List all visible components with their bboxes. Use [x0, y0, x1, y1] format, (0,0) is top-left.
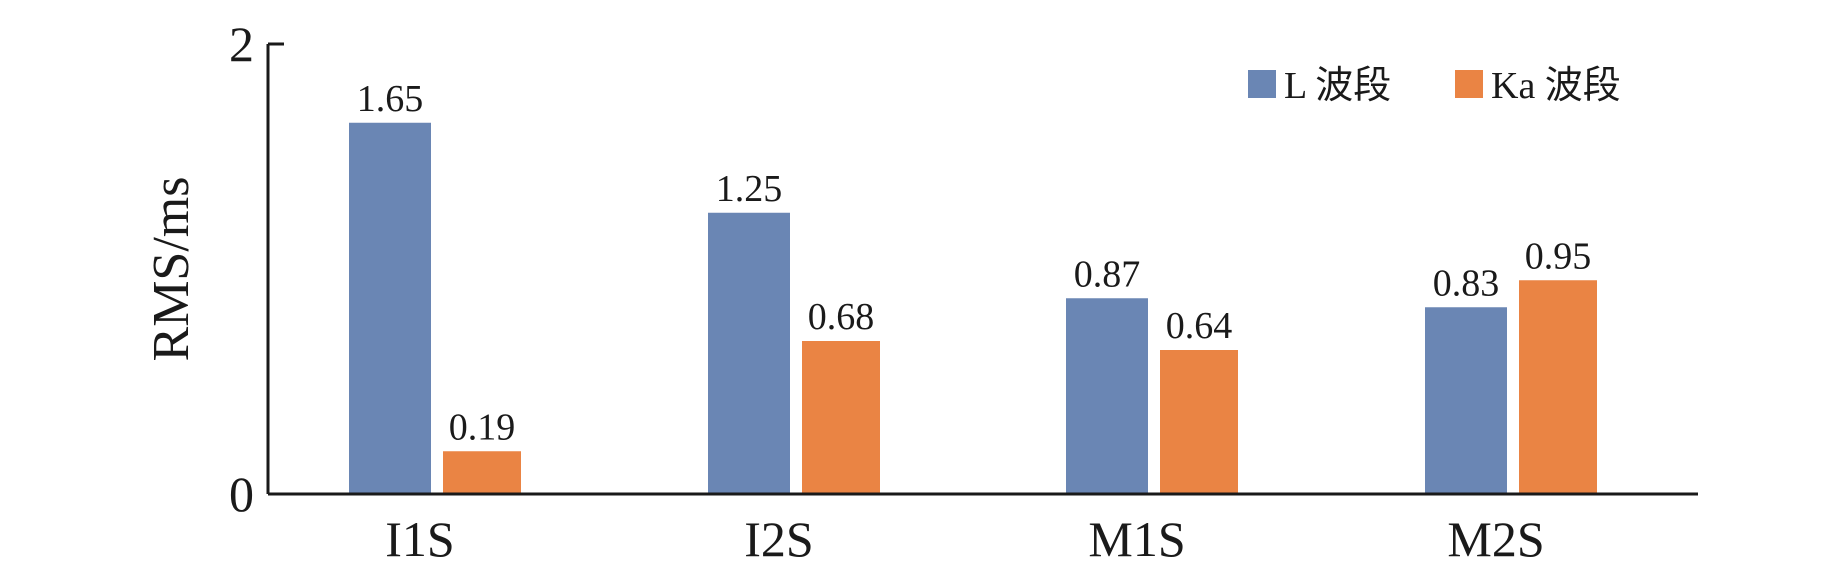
y-tick-label-2: 2 — [229, 16, 254, 72]
data-label-m1s-series-2: 0.64 — [1166, 305, 1233, 347]
legend: L 波段 Ka 波段 — [1248, 65, 1621, 107]
data-label-m1s-series-1: 0.87 — [1074, 253, 1141, 295]
data-label-i2s-series-2: 0.68 — [808, 296, 875, 338]
data-label-m2s-series-2: 0.95 — [1525, 235, 1592, 277]
data-label-i1s-series-1: 1.65 — [357, 78, 424, 120]
legend-swatch-series-1 — [1248, 70, 1276, 98]
bar-i2s-series-1 — [708, 212, 790, 494]
x-ticks-layer: I1S I2S M1S M2S — [385, 511, 1544, 567]
legend-label-series-2: Ka 波段 — [1491, 65, 1621, 107]
bars-layer — [349, 122, 1597, 494]
x-tick-label-i1s: I1S — [385, 511, 454, 567]
legend-swatch-series-2 — [1455, 70, 1483, 98]
bar-m2s-series-2 — [1519, 280, 1597, 494]
data-label-m2s-series-1: 0.83 — [1433, 262, 1500, 304]
x-tick-label-m2s: M2S — [1447, 511, 1544, 567]
bar-m1s-series-1 — [1066, 298, 1148, 494]
y-ticks-layer: 02 — [229, 16, 254, 522]
data-label-i1s-series-2: 0.19 — [449, 406, 516, 448]
axes-layer — [266, 42, 1698, 496]
bar-i1s-series-1 — [349, 122, 431, 494]
bar-m2s-series-1 — [1425, 307, 1507, 494]
data-label-i2s-series-1: 1.25 — [716, 168, 783, 210]
bar-i2s-series-2 — [802, 341, 880, 494]
x-tick-label-i2s: I2S — [744, 511, 813, 567]
value-labels-layer: 1.65 0.19 1.25 0.68 0.87 0.64 0.83 0.95 — [357, 78, 1592, 449]
x-tick-label-m1s: M1S — [1088, 511, 1185, 567]
y-axis-label: RMS/ms — [143, 177, 200, 362]
bar-m1s-series-2 — [1160, 350, 1238, 494]
bar-i1s-series-2 — [443, 451, 521, 494]
legend-label-series-1: L 波段 — [1284, 65, 1391, 107]
y-tick-label-0: 0 — [229, 466, 254, 522]
